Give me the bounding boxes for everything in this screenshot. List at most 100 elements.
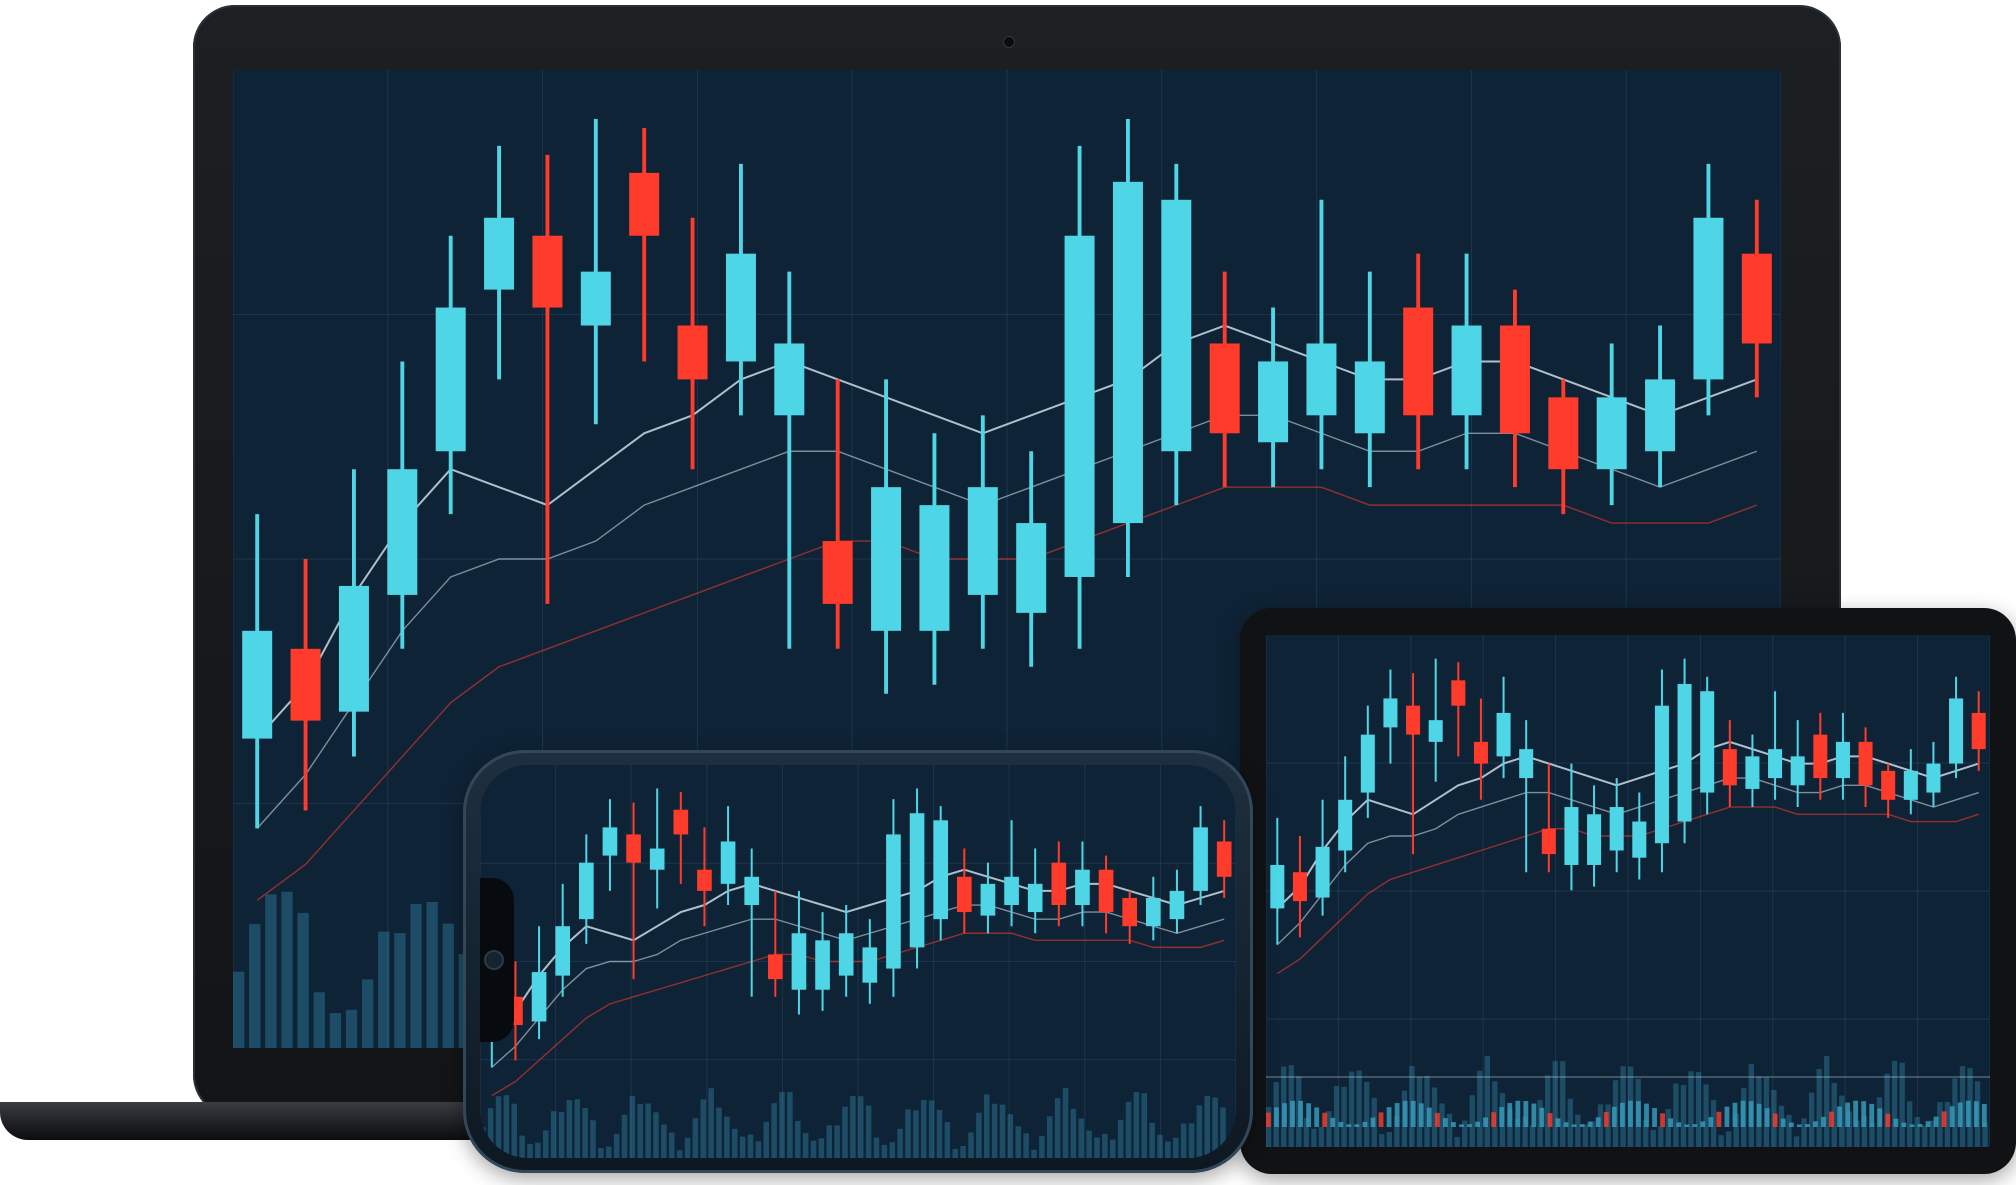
volume-bar [1469,1095,1475,1147]
volume-bar [700,1099,707,1158]
candle-body [697,869,712,891]
laptop-camera-icon [1003,36,1015,48]
indicator-bar [1507,1102,1513,1127]
volume-bar [1484,1056,1490,1147]
candle-body [1383,698,1398,728]
volume-bar [598,1148,604,1158]
candle-body [1145,897,1161,927]
volume-bar [763,1121,770,1158]
indicator-line [1276,777,1979,946]
candle-body [909,813,925,948]
indicator-bar [1531,1103,1537,1127]
volume-bar [558,1111,565,1158]
volume-bar [1023,1133,1029,1158]
candle-body [1270,864,1285,909]
candle-body [242,630,273,739]
candle-body [1258,361,1289,443]
indicator-bar [1338,1122,1344,1127]
volume-bar [1801,1118,1807,1147]
indicator-bar [1981,1104,1987,1127]
candle-body [673,809,689,835]
indicator-bar [1652,1108,1657,1127]
volume-bar [1560,1061,1566,1147]
volume-bar [1514,1119,1521,1147]
volume-bar [826,1125,833,1158]
candle-body [1971,712,1986,750]
volume-bar [1326,1111,1332,1147]
volume-bar [1590,1121,1596,1147]
volume-bar [1341,1086,1347,1147]
candle-body [1645,379,1676,452]
volume-bar [858,1096,864,1158]
volume-bar [233,971,245,1048]
volume-bar [426,902,438,1048]
volume-bar [928,1100,935,1158]
candle-body [677,325,708,380]
volume-bar [873,1137,880,1158]
candle-body [1790,756,1805,786]
volume-bar [527,1143,533,1158]
indicator-bar [1901,1122,1907,1127]
volume-bar [1545,1075,1551,1147]
volume-bar [1039,1136,1045,1158]
volume-bar [442,923,454,1048]
indicator-bar [1282,1103,1287,1127]
indicator-bar [1957,1102,1963,1127]
volume-bars [1266,1055,1988,1147]
indicator-bar [1764,1108,1770,1127]
volume-bar [755,1141,762,1158]
candle-body [1216,841,1232,877]
volume-bar [747,1134,754,1158]
volume-bar [1007,1114,1014,1158]
candle-body [290,648,321,721]
phone-screen [480,765,1236,1158]
candle-body [871,487,902,631]
volume-bar [511,1103,518,1158]
volume-bar [582,1108,588,1158]
indicator-bar [1885,1113,1891,1127]
volume-bar [1303,1117,1309,1147]
volume-bar [1173,1137,1179,1158]
volume-bar [1703,1084,1709,1147]
volume-bar [1094,1137,1100,1158]
volume-bar [1884,1073,1890,1147]
volume-bar [495,1096,502,1158]
candle-body [720,841,736,884]
candle-body [1587,814,1602,865]
candle-body [555,926,571,976]
candle-body [1654,705,1669,844]
candle-body [919,505,950,631]
candle-body [1499,325,1530,434]
volume-bar [676,1150,683,1158]
phone-candlestick-chart [480,765,1236,1158]
indicator-bar [1732,1102,1738,1127]
candle-body [1596,397,1627,470]
volume-bar [653,1112,659,1158]
volume-bar [1688,1071,1694,1147]
candle-body [484,217,515,290]
candle-body [1098,869,1114,913]
candle-body [1122,897,1138,927]
volume-bar [1816,1068,1822,1147]
volume-bar [1507,1109,1513,1147]
volume-bar [1054,1098,1061,1158]
lower-indicator [1266,1076,1990,1127]
volume-bar [716,1107,722,1158]
indicator-bar [1756,1103,1762,1127]
candle-body [602,827,618,856]
volume-bar [732,1128,738,1158]
volume-bar [865,1105,872,1158]
volume-bar [1110,1139,1116,1158]
candle-body [1835,741,1850,779]
indicator-bar [1684,1124,1690,1127]
volume-bar [1695,1072,1702,1147]
volume-bar [1311,1128,1317,1147]
indicator-bar [1724,1106,1730,1127]
volume-bar [661,1124,667,1158]
candle-body [1354,361,1385,434]
indicator-bar [1853,1100,1859,1127]
volume-bar [1364,1081,1370,1147]
indicator-bar [1266,1112,1271,1127]
volume-bar [1567,1098,1573,1147]
volume-bar [1929,1120,1935,1147]
